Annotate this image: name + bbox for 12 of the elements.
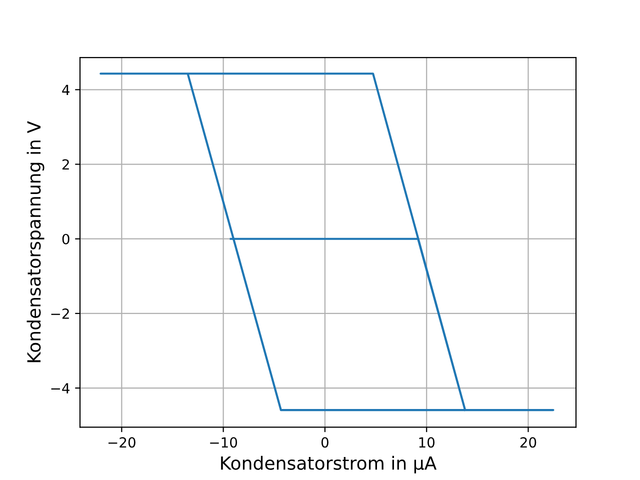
x-tick-label: 0 — [321, 437, 328, 448]
y-tick-label: −4 — [51, 383, 70, 394]
y-tick-label: 2 — [62, 159, 69, 170]
x-tick-label: 10 — [419, 437, 435, 448]
y-tick-label: 0 — [62, 234, 70, 244]
x-tick-label: −10 — [210, 437, 238, 448]
y-tick-label: −2 — [51, 308, 69, 319]
y-axis-title: Kondensatorspannung in V — [26, 121, 44, 362]
x-axis-title: Kondensatorstrom in μA — [221, 456, 437, 474]
y-tick-label: 4 — [62, 84, 70, 95]
x-tick-label: −20 — [108, 437, 136, 448]
x-tick-label: 20 — [520, 437, 536, 448]
